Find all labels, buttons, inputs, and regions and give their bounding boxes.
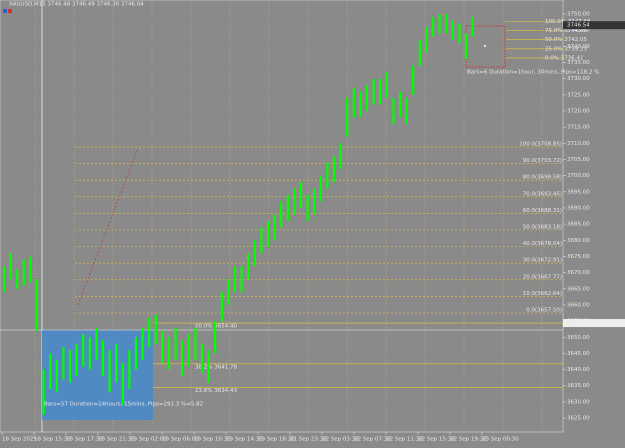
y-tick-label: 3630.00 <box>567 399 590 405</box>
y-tick-label: 3740.00 <box>567 44 590 50</box>
y-tick-label: 3735.00 <box>567 60 590 66</box>
fib-label: 50.0(3683.18) <box>523 224 562 230</box>
measure-text: Bars=57 Duration=14hours, 15mins, Pips=2… <box>44 402 203 408</box>
y-tick-label: 3660.00 <box>567 302 590 308</box>
x-tick-label: 18 Sep 2025 <box>2 437 37 443</box>
fib-label: 90.0(3703.72) <box>523 158 562 164</box>
trend-line <box>77 147 139 306</box>
fib-label: 80.0(3698.58) <box>523 175 562 181</box>
fib-label: 100.0(3708.85) <box>519 142 562 148</box>
y-tick-label: 3685.00 <box>567 222 590 228</box>
y-tick-label: 3695.00 <box>567 189 590 195</box>
fib-label: 0.0% 3736.41 <box>545 55 583 61</box>
y-tick-label: 3700.00 <box>567 173 590 179</box>
x-tick-label: 22 Sep 03:30 <box>322 437 359 443</box>
fib-label: 30.0(3672.91) <box>523 258 562 264</box>
chart-title: XAUUSD,M15 3746.48 3746.49 3746.30 3746.… <box>9 2 144 8</box>
x-tick-label: 22 Sep 11:30 <box>386 437 423 443</box>
fib-label: 10.0(3662.64) <box>523 291 562 297</box>
fib-label: 38.2% 3641.78 <box>195 364 237 370</box>
x-tick-label: 18 Sep 21:30 <box>98 437 135 443</box>
y-tick-label: 3750.00 <box>567 12 590 18</box>
y-tick-label: 3725.00 <box>567 92 590 98</box>
x-tick-label: 22 Sep 19:30 <box>450 437 487 443</box>
marker <box>484 45 486 47</box>
fib-label: 60.0(3688.31) <box>523 208 562 214</box>
price-marker <box>563 21 625 30</box>
fib-label: 25.0% 3739.23 <box>545 46 587 52</box>
fib-label: 0.0(3657.50) <box>526 308 562 314</box>
y-tick-label: 3720.00 <box>567 108 590 114</box>
x-tick-label: 19 Sep 06:00 <box>162 437 199 443</box>
y-tick-label: 3640.00 <box>567 367 590 373</box>
fib-label: 75.0% 3744.86 <box>545 28 587 34</box>
y-tick-label: 3730.00 <box>567 76 590 82</box>
y-tick-label: 3635.00 <box>567 383 590 389</box>
y-tick-label: 3645.00 <box>567 351 590 357</box>
x-tick-label: 21 Sep 23:30 <box>290 437 327 443</box>
y-tick-label: 3675.00 <box>567 254 590 260</box>
y-tick-label: 3650.00 <box>567 335 590 341</box>
x-tick-label: 19 Sep 14:30 <box>226 437 263 443</box>
fib-label: 23.6% 3634.43 <box>195 388 237 394</box>
icon <box>3 9 7 13</box>
x-tick-label: 22 Sep 07:30 <box>354 437 391 443</box>
x-tick-label: 18 Sep 15:30 <box>34 437 71 443</box>
x-tick-label: 19 Sep 18:30 <box>258 437 295 443</box>
measure-text: Bars=6 Duration=1hour, 30mins, Pips=118.… <box>467 70 599 76</box>
y-tick-label: 3665.00 <box>567 286 590 292</box>
y-tick-label: 3690.00 <box>567 205 590 211</box>
price-marker-label: 3654.40 <box>567 321 590 327</box>
y-tick-label: 3710.00 <box>567 141 590 147</box>
x-tick-label: 22 Sep 15:30 <box>418 437 455 443</box>
x-tick-label: 19 Sep 10:30 <box>194 437 231 443</box>
y-tick-label: 3705.00 <box>567 157 590 163</box>
price-marker <box>563 319 625 328</box>
y-tick-label: 3715.00 <box>567 125 590 131</box>
icon <box>8 9 12 13</box>
y-tick-label: 3680.00 <box>567 238 590 244</box>
fib-label: 20.0(3667.77) <box>523 274 562 280</box>
y-tick-label: 3625.00 <box>567 416 590 422</box>
x-tick-label: 18 Sep 17:30 <box>66 437 103 443</box>
fib-label: 70.0(3693.45) <box>523 191 562 197</box>
x-tick-label: 23 Sep 00:30 <box>482 437 519 443</box>
x-tick-label: 19 Sep 02:00 <box>130 437 167 443</box>
y-tick-label: 3745.00 <box>567 28 590 34</box>
price-marker-label: 3746.54 <box>567 23 590 29</box>
y-tick-label: 3670.00 <box>567 270 590 276</box>
fib-label: 40.0(3678.04) <box>523 241 562 247</box>
fib-label: 50.0% 3742.05 <box>545 37 587 43</box>
